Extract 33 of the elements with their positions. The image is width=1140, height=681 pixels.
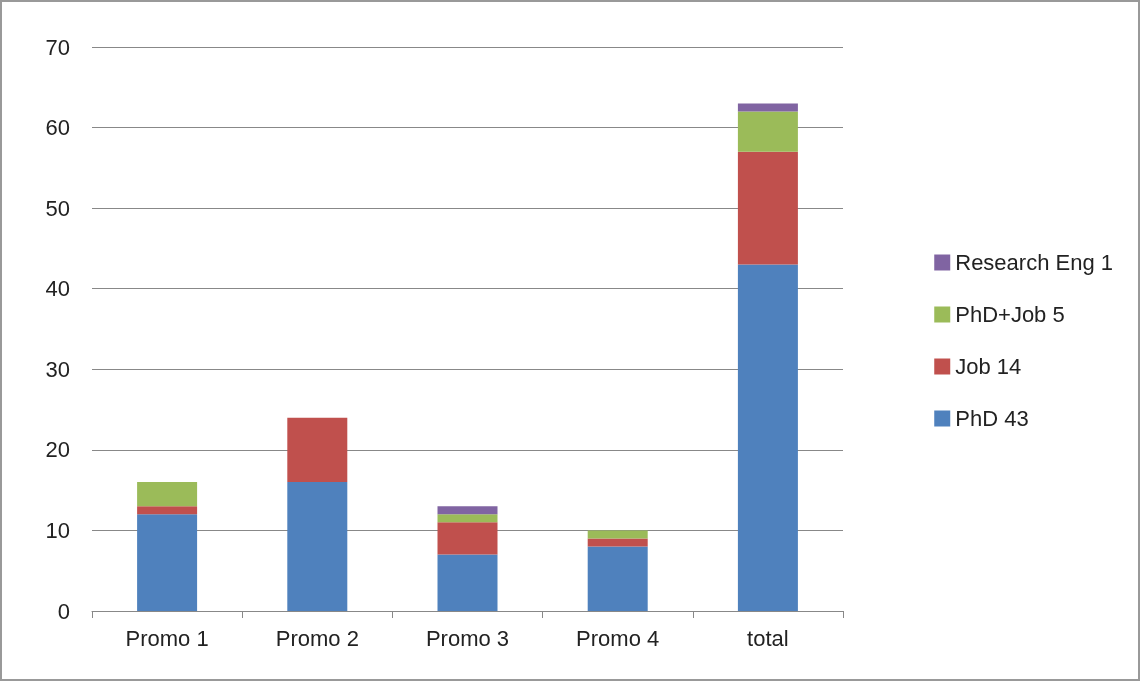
bar [737, 264, 798, 611]
y-tick-label: 20 [45, 437, 70, 463]
bar [737, 111, 798, 152]
bar [587, 530, 648, 539]
legend-label: PhD 43 [955, 406, 1029, 431]
bar [437, 506, 498, 515]
x-tick-label: Promo 3 [425, 625, 510, 651]
bar [137, 514, 198, 611]
legend-label: Research Eng 1 [955, 250, 1114, 275]
legend-label: PhD+Job 5 [955, 302, 1065, 327]
bar [587, 546, 648, 611]
bar [137, 482, 198, 507]
y-tick-label: 50 [45, 195, 70, 221]
bar [437, 554, 498, 611]
bar [137, 506, 198, 515]
x-tick-label: Promo 4 [576, 625, 660, 651]
y-tick-label: 0 [57, 598, 70, 624]
y-tick-label: 60 [45, 115, 70, 141]
bar [737, 151, 798, 265]
bar [437, 522, 498, 555]
bar [287, 482, 348, 611]
y-tick-label: 70 [45, 34, 70, 60]
y-tick-label: 10 [45, 517, 70, 543]
bar [587, 538, 648, 547]
bar [437, 514, 498, 523]
x-tick-label: Promo 1 [125, 625, 209, 651]
bar [287, 417, 348, 483]
y-tick-label: 40 [45, 276, 70, 302]
x-tick-label: total [747, 625, 789, 651]
bar [737, 103, 798, 112]
y-tick-label: 30 [45, 356, 70, 382]
x-tick-label: Promo 2 [275, 625, 359, 651]
legend-label: Job 14 [955, 354, 1022, 379]
